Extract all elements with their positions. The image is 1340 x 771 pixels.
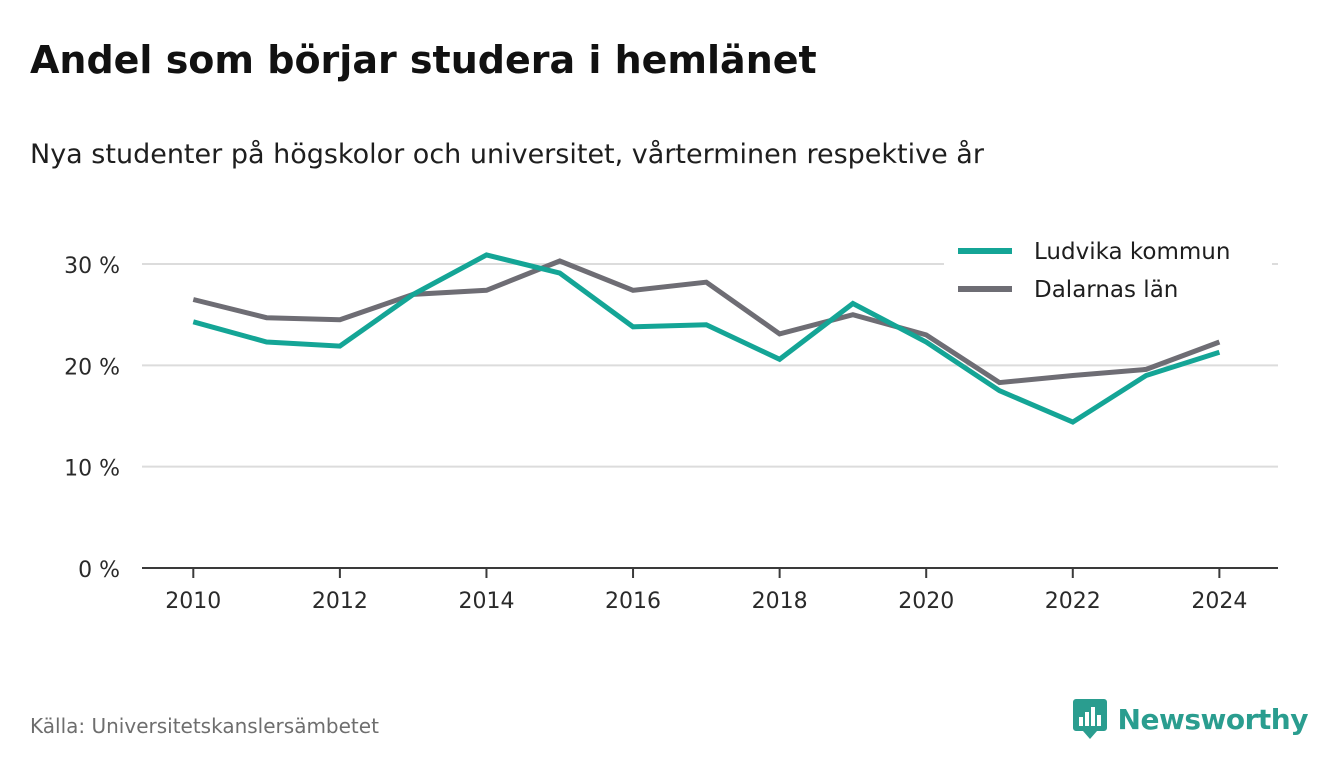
chart-subtitle: Nya studenter på högskolor och universit… (30, 139, 984, 170)
y-tick-label: 30 % (64, 254, 120, 279)
x-tick-label: 2016 (605, 589, 661, 614)
bar-chart-speech-bubble-icon (1072, 699, 1107, 739)
y-tick-label: 10 % (64, 457, 120, 482)
series-line-dalarnas-lan (192, 258, 1221, 386)
legend-label: Dalarnas län (1034, 277, 1178, 303)
legend-label: Ludvika kommun (1034, 239, 1230, 265)
legend-background (944, 234, 1272, 312)
x-tick-label: 2022 (1045, 589, 1101, 614)
chart-title: Andel som börjar studera i hemlänet (30, 38, 817, 82)
source-note: Källa: Universitetskanslersämbetet (30, 714, 379, 738)
y-tick-label: 0 % (78, 558, 120, 583)
x-tick-label: 2012 (312, 589, 368, 614)
x-tick-label: 2014 (458, 589, 514, 614)
series-line-ludvika-kommun (192, 252, 1221, 425)
brand-name: Newsworthy (1117, 702, 1309, 736)
x-tick-label: 2018 (752, 589, 808, 614)
brand-logo[interactable]: Newsworthy (1072, 697, 1309, 741)
x-tick-label: 2020 (898, 589, 954, 614)
x-tick-label: 2010 (165, 589, 221, 614)
y-tick-label: 20 % (64, 355, 120, 380)
x-tick-label: 2024 (1191, 589, 1247, 614)
